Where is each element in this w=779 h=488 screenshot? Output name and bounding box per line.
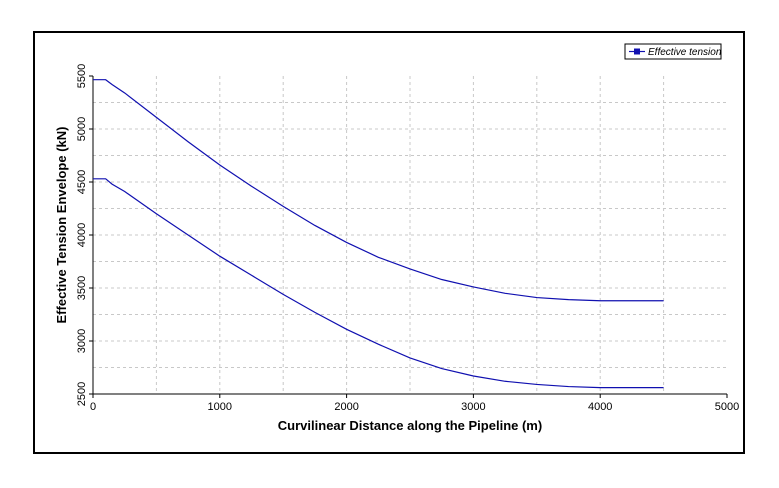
x-tick-label: 1000 xyxy=(208,401,232,413)
legend-label: Effective tension xyxy=(648,47,722,58)
x-tick-label: 4000 xyxy=(588,401,612,413)
legend-box xyxy=(624,43,722,60)
x-axis-title: Curvilinear Distance along the Pipeline … xyxy=(278,418,542,433)
y-axis-title: Effective Tension Envelope (kN) xyxy=(54,127,69,324)
y-tick-label: 5000 xyxy=(76,117,88,141)
series-line-upper xyxy=(93,79,664,302)
x-tick-label: 2000 xyxy=(334,401,358,413)
y-tick-label: 4000 xyxy=(76,223,88,247)
x-tick-label: 3000 xyxy=(461,401,485,413)
x-tick-label: 0 xyxy=(90,401,96,413)
y-tick-label: 4500 xyxy=(76,170,88,194)
legend-marker xyxy=(634,48,640,55)
y-tick-label: 3500 xyxy=(76,276,88,300)
chart-canvas: 0 1000 2000 3000 4000 5000 2500 3000 3500 4000 450… xyxy=(54,43,739,433)
series-line-lower xyxy=(93,178,664,389)
x-tick-label: 5000 xyxy=(715,401,739,413)
y-tick-label: 2500 xyxy=(76,382,88,406)
y-tick-label: 3000 xyxy=(76,329,88,353)
y-tick-label: 5500 xyxy=(76,64,88,88)
chart-frame: 0 1000 2000 3000 4000 5000 2500 3000 3500 4000 450… xyxy=(33,31,745,454)
